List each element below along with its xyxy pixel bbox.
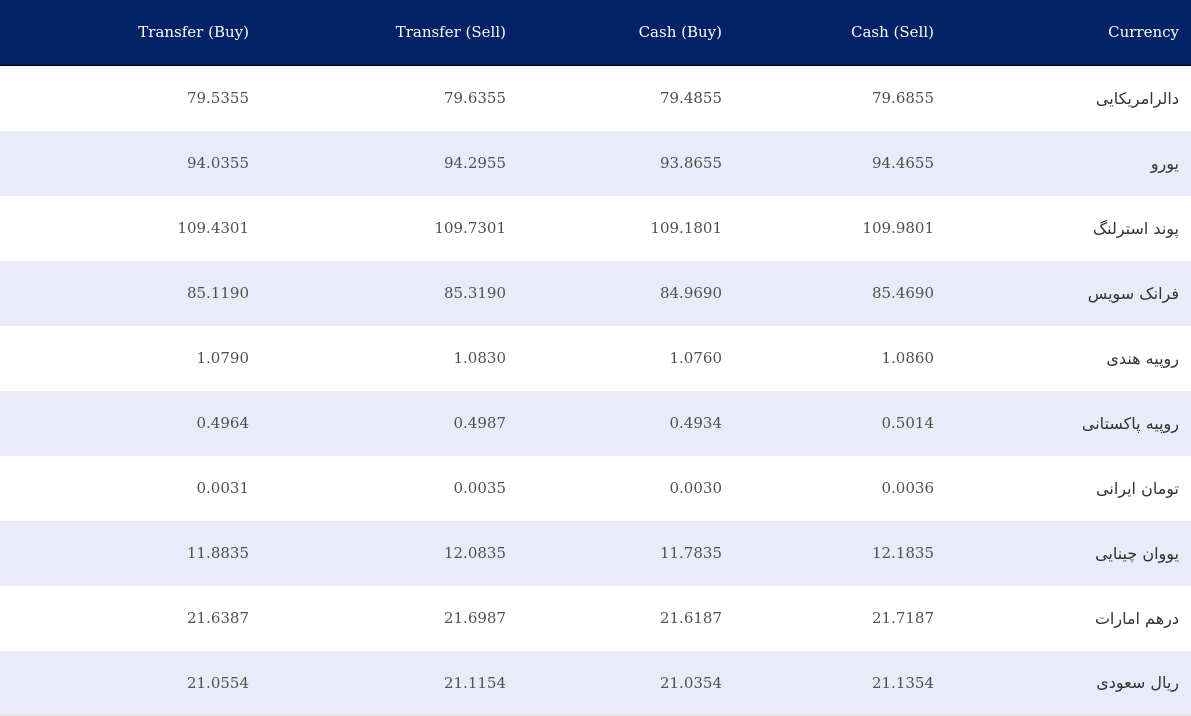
table-row: 21.0554 21.1154 21.0354 21.1354 ریال سعودی bbox=[0, 650, 1191, 716]
cell-transfer-buy: 109.4301 bbox=[177, 219, 249, 237]
cell-cash-buy: 21.0354 bbox=[506, 650, 722, 716]
header-cash-sell: Cash (Sell) bbox=[722, 0, 934, 66]
cell-transfer-buy: 0.4964 bbox=[196, 414, 250, 432]
cell-cash-sell: 12.1835 bbox=[871, 544, 934, 562]
cell-currency: فرانک سویس bbox=[1087, 283, 1179, 303]
cell-transfer-buy: 11.8835 bbox=[186, 544, 249, 562]
table-row: 0.0031 0.0035 0.0030 0.0036 تومان ایرانی bbox=[0, 455, 1191, 521]
cell-currency: ریال سعودی bbox=[934, 650, 1191, 716]
header-row: Transfer (Buy) Transfer (Sell) Cash (Buy… bbox=[0, 0, 1191, 66]
cell-transfer-sell: 109.7301 bbox=[434, 219, 506, 237]
cell-cash-buy: 11.7835 bbox=[659, 544, 722, 562]
cell-currency: پوند استرلنگ bbox=[1092, 218, 1179, 238]
cell-transfer-buy: 85.1190 bbox=[186, 284, 249, 302]
cell-cash-sell: 0.0036 bbox=[881, 479, 935, 497]
cell-transfer-buy: 79.5355 bbox=[186, 89, 249, 107]
table-row: 21.6387 21.6987 21.6187 21.7187 درهم امارات bbox=[0, 585, 1191, 651]
cell-cash-sell: 85.4690 bbox=[871, 284, 934, 302]
cell-currency: تومان ایرانی bbox=[1096, 478, 1179, 498]
cell-transfer-sell: 85.3190 bbox=[443, 284, 506, 302]
cell-transfer-sell: 94.2955 bbox=[443, 154, 506, 172]
table-body: 79.5355 79.6355 79.4855 79.6855 دالرامریکایی… bbox=[0, 65, 1191, 716]
table-row: 85.1190 85.3190 84.9690 85.4690 فرانک سویس bbox=[0, 260, 1191, 326]
cell-transfer-sell: 21.1154 bbox=[249, 650, 506, 716]
header-transfer-buy: Transfer (Buy) bbox=[0, 0, 249, 66]
cell-currency: یورو bbox=[1150, 153, 1179, 173]
cell-transfer-sell: 21.6987 bbox=[443, 609, 506, 627]
cell-cash-sell: 0.5014 bbox=[881, 414, 935, 432]
cell-currency: درهم امارات bbox=[1094, 608, 1179, 628]
cell-transfer-buy: 21.6387 bbox=[186, 609, 249, 627]
cell-currency: دالرامریکایی bbox=[1095, 88, 1179, 108]
cell-transfer-buy: 94.0355 bbox=[186, 154, 249, 172]
cell-cash-buy: 1.0760 bbox=[669, 349, 723, 367]
cell-cash-buy: 0.0030 bbox=[669, 479, 723, 497]
cell-cash-sell: 94.4655 bbox=[871, 154, 934, 172]
table-row: 0.4964 0.4987 0.4934 0.5014 روپیه پاکستانی bbox=[0, 390, 1191, 456]
cell-cash-sell: 21.7187 bbox=[871, 609, 934, 627]
table-row: 109.4301 109.7301 109.1801 109.9801 پوند است… bbox=[0, 195, 1191, 261]
cell-cash-buy: 0.4934 bbox=[669, 414, 723, 432]
cell-cash-buy: 21.6187 bbox=[659, 609, 722, 627]
table-header: Transfer (Buy) Transfer (Sell) Cash (Buy… bbox=[0, 0, 1191, 66]
cell-cash-buy: 84.9690 bbox=[659, 284, 722, 302]
cell-transfer-sell: 79.6355 bbox=[443, 89, 506, 107]
cell-cash-sell: 79.6855 bbox=[871, 89, 934, 107]
table-row: 94.0355 94.2955 93.8655 94.4655 یورو bbox=[0, 130, 1191, 196]
header-cash-buy: Cash (Buy) bbox=[506, 0, 722, 66]
cell-cash-sell: 21.1354 bbox=[722, 650, 934, 716]
cell-currency: روپیه هندی bbox=[1106, 348, 1179, 368]
cell-cash-sell: 1.0860 bbox=[881, 349, 935, 367]
table-row: 79.5355 79.6355 79.4855 79.6855 دالرامریکایی bbox=[0, 65, 1191, 131]
header-transfer-sell: Transfer (Sell) bbox=[249, 0, 506, 66]
cell-cash-sell: 109.9801 bbox=[862, 219, 934, 237]
cell-transfer-buy: 21.0554 bbox=[0, 650, 249, 716]
cell-transfer-buy: 1.0790 bbox=[196, 349, 250, 367]
table-row: 11.8835 12.0835 11.7835 12.1835 یووان چینایی bbox=[0, 520, 1191, 586]
cell-transfer-sell: 12.0835 bbox=[443, 544, 506, 562]
cell-currency: روپیه پاکستانی bbox=[1081, 413, 1179, 433]
cell-transfer-buy: 0.0031 bbox=[196, 479, 250, 497]
table-row: 1.0790 1.0830 1.0760 1.0860 روپیه هندی bbox=[0, 325, 1191, 391]
header-currency: Currency bbox=[934, 0, 1191, 66]
cell-transfer-sell: 0.4987 bbox=[453, 414, 507, 432]
cell-transfer-sell: 0.0035 bbox=[453, 479, 507, 497]
cell-cash-buy: 79.4855 bbox=[659, 89, 722, 107]
cell-currency: یووان چینایی bbox=[1095, 543, 1179, 563]
cell-transfer-sell: 1.0830 bbox=[453, 349, 507, 367]
cell-cash-buy: 93.8655 bbox=[659, 154, 722, 172]
cell-cash-buy: 109.1801 bbox=[650, 219, 722, 237]
